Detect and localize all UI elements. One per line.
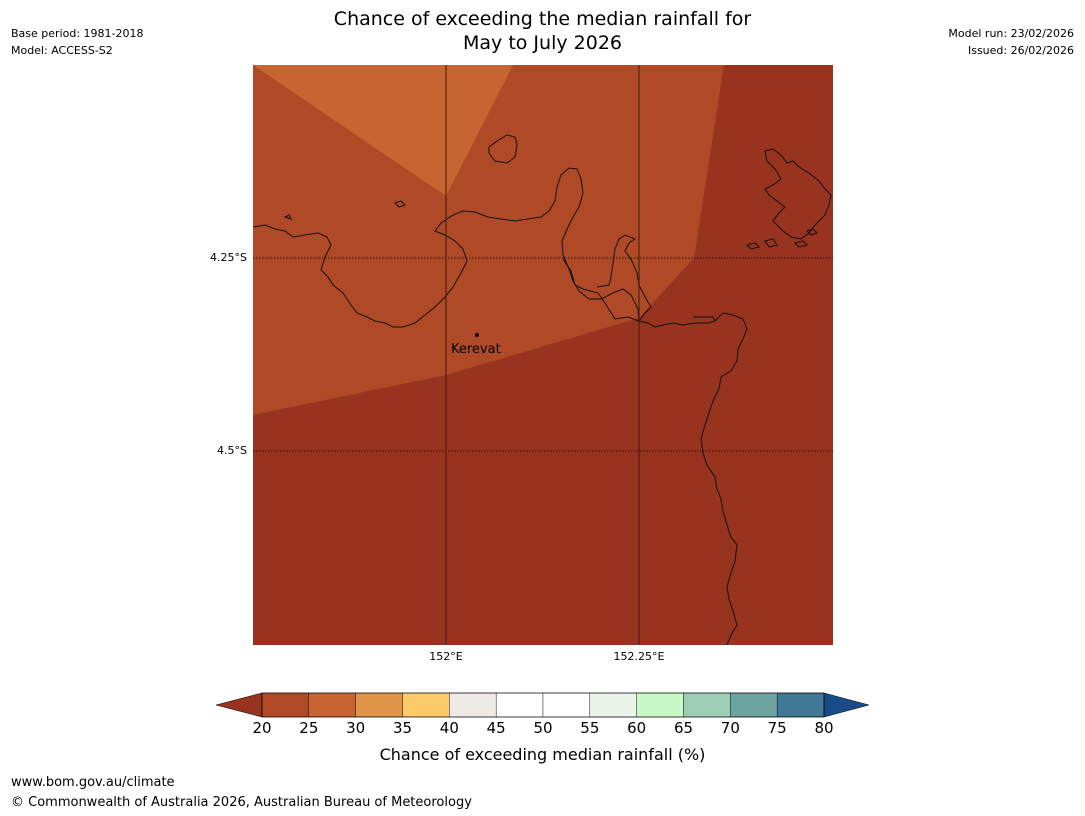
lat-label-4-25: 4.25°S xyxy=(210,251,247,264)
colorbar-cell xyxy=(449,692,497,718)
colorbar-cell xyxy=(589,692,637,718)
kerevat-marker xyxy=(475,333,479,337)
region-25-30 xyxy=(253,65,724,415)
colorbar-cell xyxy=(542,692,591,718)
rainfall-map xyxy=(253,65,833,645)
coastline xyxy=(253,134,832,645)
colorbar-cell xyxy=(495,692,544,718)
colorbar-over-arrow xyxy=(823,692,870,718)
colorbar-svg xyxy=(215,692,870,718)
model-run-text: Model run: 23/02/2026 xyxy=(948,27,1074,40)
colorbar-tick-label: 30 xyxy=(346,719,366,737)
colorbar-tick-label: 20 xyxy=(252,719,272,737)
colorbar-tick-label: 65 xyxy=(673,719,694,737)
map-canvas xyxy=(253,65,833,645)
colorbar-cell xyxy=(636,692,684,718)
colorbar-frame xyxy=(261,692,825,718)
colorbar-tick-label: 25 xyxy=(299,719,319,737)
colorbar-cell xyxy=(308,692,356,718)
colorbar xyxy=(215,692,870,720)
colorbar-tick-label: 80 xyxy=(814,719,834,737)
title-line-2: May to July 2026 xyxy=(463,32,622,54)
colorbar-tick-label: 70 xyxy=(720,719,740,737)
colorbar-cell xyxy=(776,692,825,718)
copyright-text: © Commonwealth of Australia 2026, Austra… xyxy=(11,795,472,810)
colorbar-tick-label: 55 xyxy=(580,719,600,737)
lon-label-152-25: 152.25°E xyxy=(613,650,665,663)
issued-text: Issued: 26/02/2026 xyxy=(967,44,1074,57)
colorbar-tick-label: 75 xyxy=(767,719,787,737)
colorbar-label: Chance of exceeding median rainfall (%) xyxy=(379,745,706,764)
map-title: Chance of exceeding the median rainfall … xyxy=(0,7,1085,55)
colorbar-tick-label: 40 xyxy=(439,719,459,737)
metadata-left: Base period: 1981-2018 Model: ACCESS-S2 xyxy=(11,25,143,59)
lat-label-4-5: 4.5°S xyxy=(217,444,247,457)
base-period-text: Base period: 1981-2018 xyxy=(11,27,144,40)
title-line-1: Chance of exceeding the median rainfall … xyxy=(333,8,752,30)
colorbar-tick-label: 60 xyxy=(627,719,647,737)
colorbar-tick-label: 35 xyxy=(392,719,413,737)
colorbar-under-arrow xyxy=(215,692,263,718)
colorbar-tick-label: 50 xyxy=(533,719,553,737)
lon-label-152: 152°E xyxy=(429,650,463,663)
metadata-right: Model run: 23/02/2026 Issued: 26/02/2026 xyxy=(948,25,1074,59)
graticule xyxy=(253,65,833,645)
region-30-35 xyxy=(253,65,513,196)
colorbar-cell xyxy=(355,692,403,718)
colorbar-tick-label: 45 xyxy=(486,719,506,737)
website-link[interactable]: www.bom.gov.au/climate xyxy=(11,775,175,790)
colorbar-cell xyxy=(683,692,731,718)
model-text: Model: ACCESS-S2 xyxy=(11,44,113,57)
colorbar-cell xyxy=(261,692,310,718)
colorbar-cell xyxy=(402,692,450,718)
place-label-kerevat: Kerevat xyxy=(451,342,501,357)
colorbar-cell xyxy=(730,692,778,718)
